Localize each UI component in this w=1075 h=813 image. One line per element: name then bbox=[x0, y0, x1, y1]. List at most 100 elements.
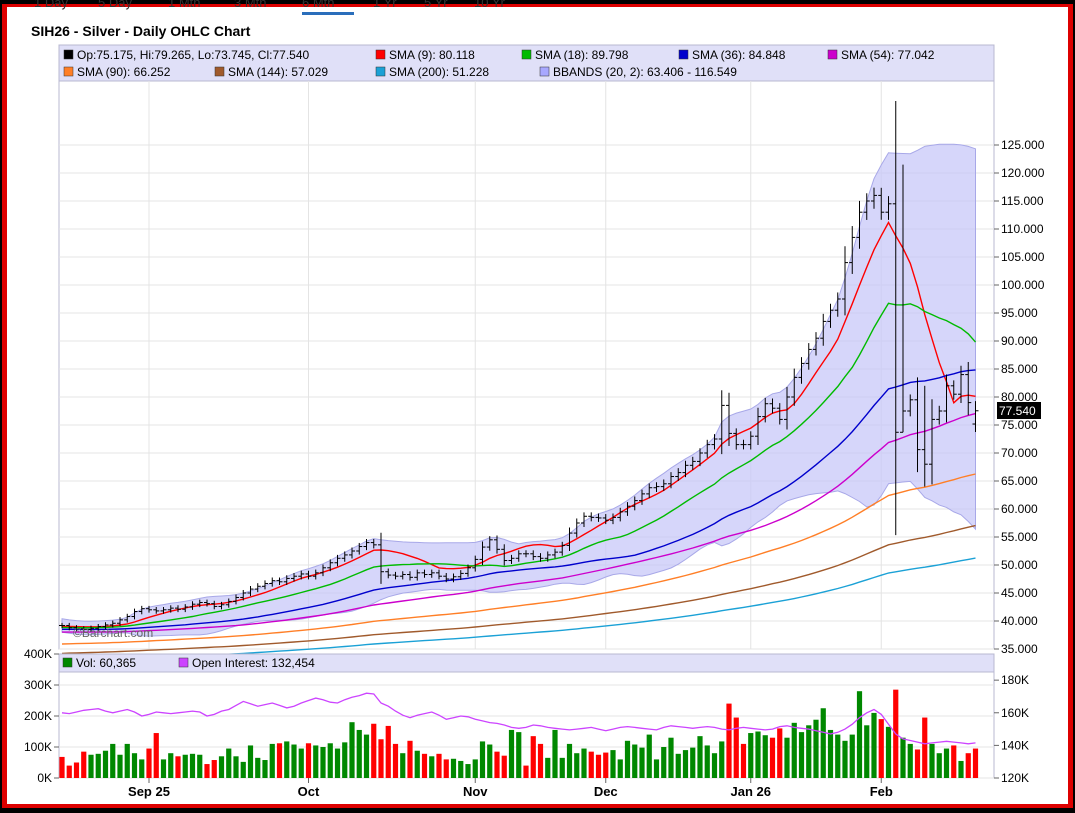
volume-bar bbox=[885, 726, 892, 778]
chart-title: SIH26 - Silver - Daily OHLC Chart bbox=[31, 23, 251, 39]
ohlc-bar bbox=[175, 605, 181, 613]
ohlc-bar bbox=[370, 538, 377, 549]
volume-bar bbox=[400, 753, 406, 778]
ohlc-bar bbox=[131, 608, 138, 620]
price-tick-label: 120.000 bbox=[1001, 166, 1045, 180]
volume-bar bbox=[653, 759, 660, 778]
ohlc-bar bbox=[900, 164, 906, 433]
volume-bar bbox=[777, 728, 783, 778]
volume-bar bbox=[965, 753, 971, 778]
volume-bar bbox=[247, 745, 254, 778]
volume-bar bbox=[632, 744, 638, 778]
ohlc-bar bbox=[204, 599, 210, 607]
volume-bar bbox=[59, 756, 65, 778]
ohlc-bar bbox=[544, 551, 551, 562]
volume-bar bbox=[204, 764, 210, 778]
ohlc-bar bbox=[182, 604, 189, 613]
ohlc-bar bbox=[211, 600, 218, 610]
price-tick-label: 75.000 bbox=[1001, 418, 1038, 432]
volume-bar bbox=[327, 743, 333, 778]
ohlc-bar bbox=[363, 538, 370, 551]
volume-bar bbox=[588, 751, 594, 778]
period-5[interactable]: 1 Yr bbox=[373, 0, 397, 10]
price-tick-label: 95.000 bbox=[1001, 306, 1038, 320]
ohlc-bar bbox=[631, 496, 638, 511]
volume-bar bbox=[342, 742, 348, 778]
open-interest-line bbox=[61, 692, 976, 745]
volume-bar bbox=[711, 753, 718, 778]
ohlc-bar bbox=[595, 513, 602, 522]
price-panel: Op:75.175, Hi:79.265, Lo:73.745, Cl:77.5… bbox=[58, 44, 995, 778]
volume-bar bbox=[110, 743, 116, 778]
volume-panel: Vol: 60,365 Open Interest: 132,454 bbox=[58, 653, 995, 779]
legend-label: SMA (36): 84.848 bbox=[692, 48, 786, 62]
period-1[interactable]: 5 Day bbox=[98, 0, 132, 10]
ohlc-bar bbox=[798, 357, 805, 384]
volume-bar bbox=[487, 744, 493, 778]
legend-swatch bbox=[678, 49, 689, 60]
price-tick-label: 115.000 bbox=[1001, 194, 1044, 208]
date-label: Feb bbox=[870, 784, 893, 799]
volume-bar bbox=[806, 725, 812, 778]
volume-bar bbox=[465, 764, 471, 778]
period-6[interactable]: 5 Yr bbox=[424, 0, 448, 10]
ohlc-bar bbox=[443, 573, 450, 583]
sma-54-line bbox=[62, 412, 976, 633]
sma-90-line bbox=[61, 473, 976, 645]
volume-bar bbox=[508, 729, 515, 778]
period-3[interactable]: 3 Mth bbox=[234, 0, 267, 10]
volume-bar bbox=[363, 734, 370, 778]
period-2[interactable]: 1 Mth bbox=[168, 0, 201, 10]
price-tick-label: 60.000 bbox=[1001, 502, 1038, 516]
volume-bar bbox=[262, 760, 268, 778]
ohlc-bar bbox=[305, 570, 312, 580]
legend-swatch bbox=[539, 66, 550, 77]
ohlc-bar bbox=[653, 482, 660, 493]
timeframe-toolbar: 1 Day 5 Day 1 Mth 3 Mth 6 Mth 1 Yr 5 Yr 10 Yr bbox=[34, 0, 506, 15]
volume-bar bbox=[552, 729, 558, 778]
ohlc-bar bbox=[573, 518, 580, 538]
volume-bar bbox=[291, 744, 297, 778]
sma-18-line bbox=[62, 302, 977, 629]
sma-144-line bbox=[61, 524, 976, 655]
ohlc-bar bbox=[399, 571, 406, 580]
volume-bar bbox=[842, 740, 848, 778]
period-0[interactable]: 1 Day bbox=[34, 0, 68, 10]
legend-label: BBANDS (20, 2): 63.406 - 116.549 bbox=[553, 65, 737, 79]
legend-label: SMA (90): 66.252 bbox=[77, 65, 171, 79]
volume-bar bbox=[450, 758, 457, 778]
ohlc-bar bbox=[109, 620, 116, 628]
volume-bar bbox=[211, 760, 217, 778]
ohlc-bar bbox=[334, 554, 341, 567]
price-tick-label: 125.000 bbox=[1001, 138, 1045, 152]
ohlc-bar bbox=[225, 598, 232, 608]
ohlc-bar bbox=[726, 392, 732, 446]
ohlc-bar bbox=[791, 368, 798, 406]
price-tick-label: 50.000 bbox=[1001, 558, 1038, 572]
date-label: Jan 26 bbox=[731, 784, 771, 799]
volume-bar bbox=[748, 733, 754, 778]
ohlc-bar bbox=[523, 550, 529, 558]
period-7[interactable]: 10 Yr bbox=[474, 0, 506, 10]
ohlc-bar bbox=[827, 303, 834, 328]
ohlc-bar bbox=[697, 448, 703, 467]
volume-bar bbox=[255, 757, 261, 778]
ohlc-bar bbox=[138, 605, 145, 615]
legend-label: Op:75.175, Hi:79.265, Lo:73.745, Cl:77.5… bbox=[77, 48, 309, 62]
volume-bar bbox=[595, 754, 602, 778]
ohlc-bar bbox=[465, 564, 471, 577]
last-price-marker: 77.540 bbox=[997, 402, 1041, 419]
ohlc-bar bbox=[95, 623, 102, 631]
ohlc-bar bbox=[682, 460, 689, 478]
ohlc-bar bbox=[167, 605, 174, 613]
volume-bar bbox=[827, 729, 834, 778]
volume-bar bbox=[95, 753, 101, 778]
price-tick-label: 90.000 bbox=[1001, 334, 1038, 348]
period-4[interactable]: 6 Mth bbox=[302, 0, 335, 10]
ohlc-bar bbox=[610, 513, 616, 525]
ohlc-bar bbox=[341, 551, 348, 562]
ohlc-bar bbox=[515, 550, 522, 562]
ohlc-bar bbox=[508, 554, 515, 564]
ohlc-bar bbox=[537, 553, 544, 562]
ohlc-bar bbox=[878, 187, 885, 220]
